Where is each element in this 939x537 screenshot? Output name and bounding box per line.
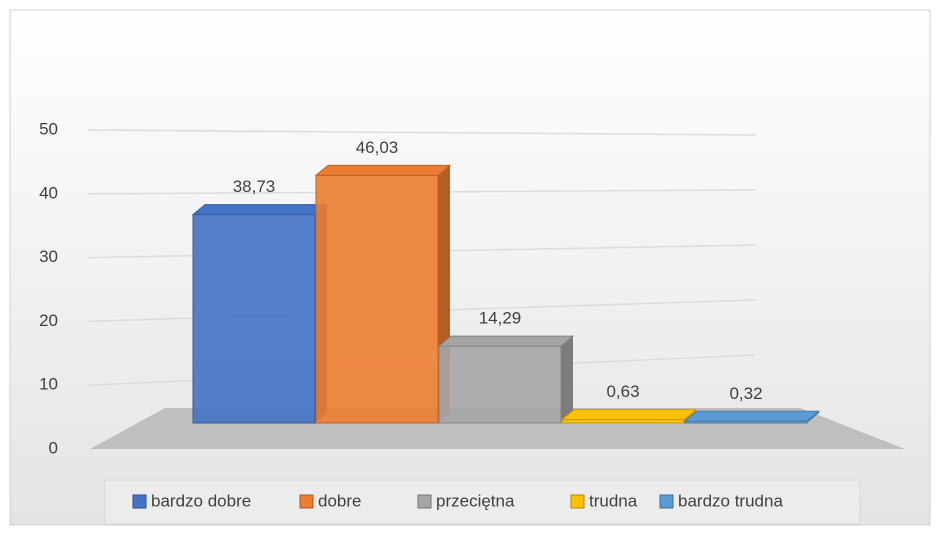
- data-label: 46,03: [356, 138, 399, 157]
- data-label: 0,63: [606, 382, 639, 401]
- legend-label: trudna: [589, 491, 638, 510]
- bar-top: [437, 335, 575, 347]
- legend-label: bardzo trudna: [678, 491, 783, 510]
- bar-top: [683, 410, 821, 422]
- bar: [438, 345, 562, 424]
- legend-swatch: [299, 494, 314, 509]
- y-tick-label: 40: [39, 183, 58, 202]
- legend-label: dobre: [318, 491, 361, 510]
- legend-swatch: [570, 494, 585, 509]
- bar-top: [314, 164, 452, 176]
- y-tick-label: 10: [39, 375, 58, 394]
- y-tick-label: 0: [49, 438, 58, 457]
- legend-swatch: [132, 494, 147, 509]
- bar-side: [561, 336, 573, 423]
- data-label: 14,29: [479, 309, 522, 328]
- bar: [684, 420, 808, 424]
- legend-swatch: [417, 494, 432, 509]
- y-tick-label: 50: [39, 119, 58, 138]
- bar: [192, 214, 316, 424]
- data-label: 0,32: [729, 384, 762, 403]
- y-tick-label: 30: [39, 247, 58, 266]
- bar-top: [191, 204, 329, 216]
- grid-line: [87, 129, 756, 136]
- legend: [104, 479, 861, 525]
- legend-swatch: [659, 494, 674, 509]
- bar: [561, 419, 685, 424]
- data-label: 38,73: [233, 177, 276, 196]
- bar-top: [560, 409, 698, 421]
- legend-label: bardzo dobre: [151, 491, 251, 510]
- y-tick-label: 20: [39, 311, 58, 330]
- legend-label: przeciętna: [436, 491, 515, 510]
- bar: [315, 174, 439, 424]
